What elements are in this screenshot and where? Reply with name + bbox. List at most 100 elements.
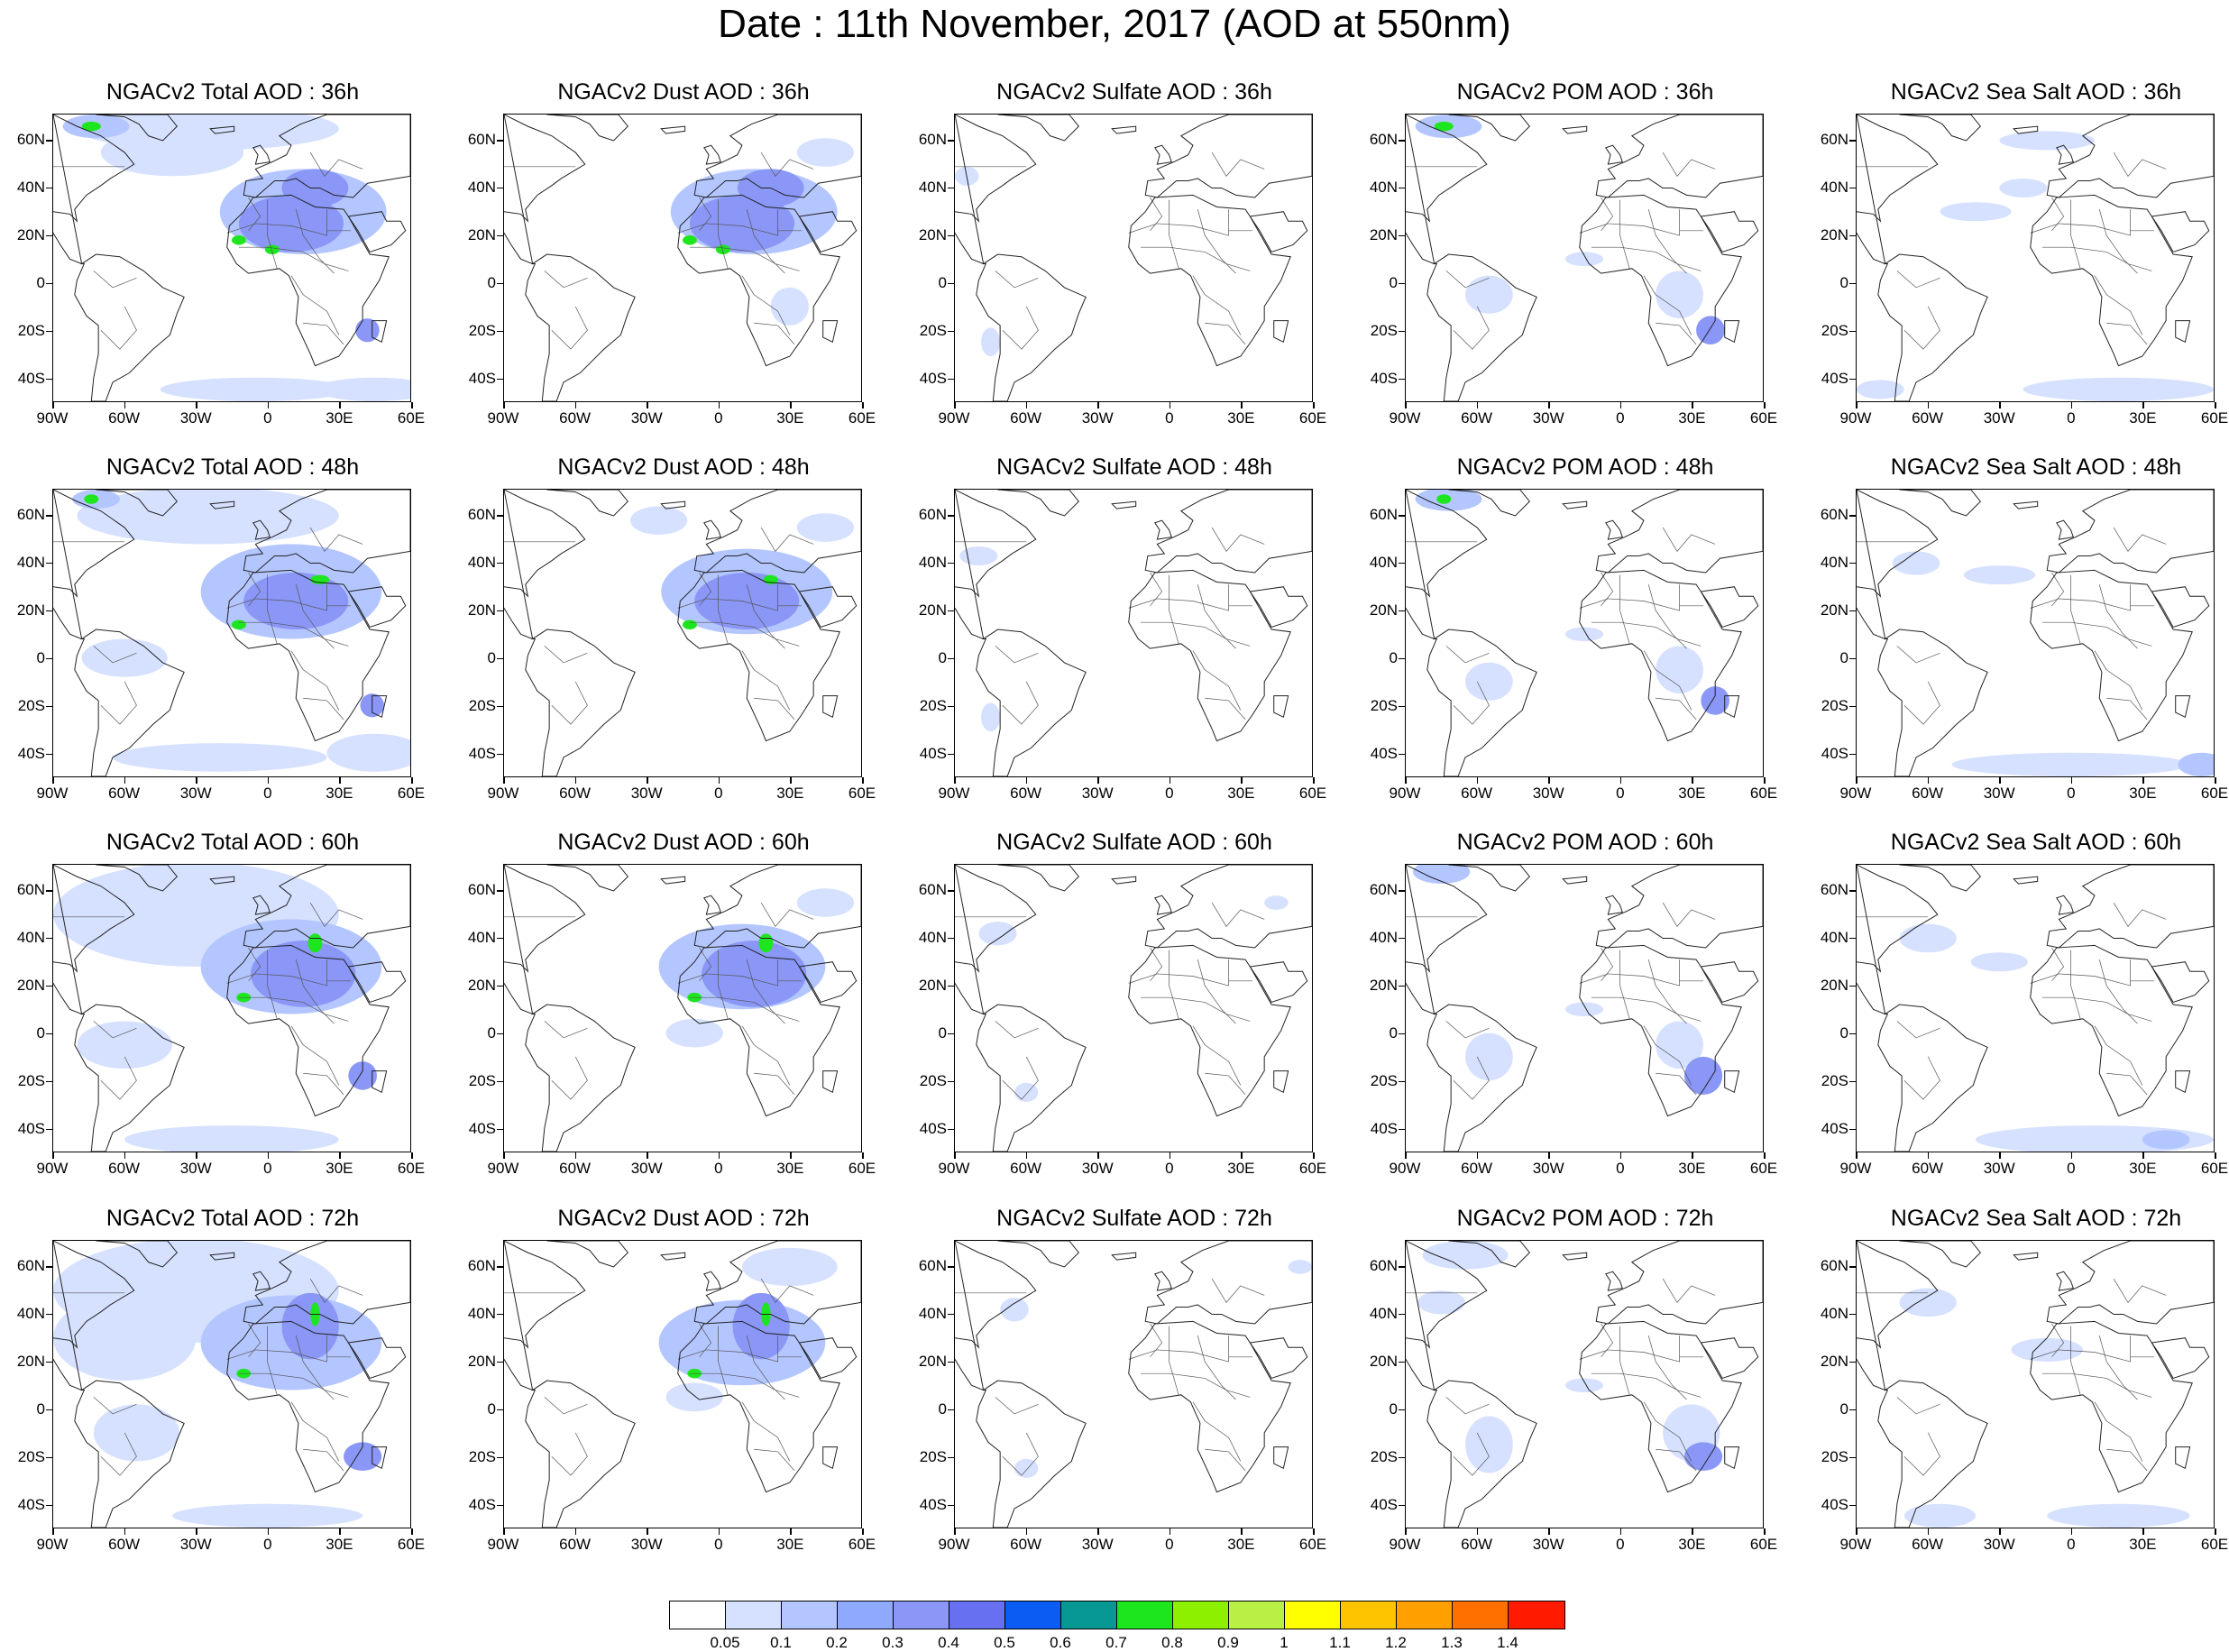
map-frame [1856,489,2215,777]
coastline [525,629,636,776]
lat-tick [497,562,503,564]
lon-tick-label: 0 [1616,1536,1625,1553]
lat-tick-label: 40N [467,928,496,946]
aerosol-patch [2047,1503,2190,1528]
lat-tick [46,1456,52,1459]
lon-tick [503,1152,505,1159]
coastline [1154,895,1172,915]
lon-tick [1548,402,1550,408]
aerosol-patch [741,1247,838,1286]
coastline [1128,944,1291,1117]
lat-tick [1849,1080,1856,1083]
lon-tick [1169,1528,1171,1535]
coastline [372,1446,388,1470]
lon-tick-label: 90W [938,409,970,427]
lon-tick [1313,777,1315,784]
lat-tick-label: 20S [1370,1071,1398,1089]
lat-tick-label: 40S [1821,1495,1848,1513]
country-border [1453,1056,1490,1100]
coastline [504,490,586,640]
aerosol-patch [978,922,1017,946]
coastline [1857,1241,1939,1391]
coastline [955,865,1037,1015]
lat-tick-label: 0 [938,273,947,291]
lon-tick [2070,402,2073,408]
lat-tick-label: 20N [1369,1352,1398,1370]
lat-tick-label: 40S [468,744,496,762]
country-border [1197,209,1236,274]
country-border [699,947,712,982]
coastline [209,125,235,134]
lat-tick-label: 20N [16,1352,45,1370]
aerosol-patch [1465,1032,1513,1081]
coastline [976,629,1087,776]
country-border [295,584,335,649]
lat-tick-label: 0 [1839,273,1848,291]
lon-tick-label: 90W [1839,1160,1872,1177]
lat-tick [46,1409,52,1411]
lat-tick [1849,753,1856,756]
lat-tick [948,1504,954,1507]
lat-tick [497,282,503,285]
lat-tick [46,378,52,381]
lon-tick-label: 30W [1983,1536,2015,1553]
lon-tick-label: 60W [108,1160,141,1177]
coastline [955,1241,1037,1391]
coastline [2056,1271,2074,1291]
lat-tick-label: 40S [1821,744,1848,762]
aerosol-patch [1683,1442,1723,1471]
aerosol-patch [1436,494,1452,504]
lon-tick-label: 0 [2067,1160,2076,1177]
country-border [1169,199,1179,269]
coastline [252,519,271,540]
country-border [303,1448,344,1472]
aerosol-patch [81,121,101,132]
lat-tick-label: 20N [918,601,947,619]
country-border [1903,306,1940,350]
lat-tick-label: 40S [468,1119,496,1137]
panel-title: NGACv2 Sulfate AOD : 72h [996,1206,1272,1231]
colorbar-label: 0.5 [994,1634,1015,1651]
lon-tick-label: 30W [1983,1160,2015,1177]
coastline [1857,115,1939,265]
lon-tick [1025,1152,1028,1159]
lat-tick-label: 40S [17,1495,45,1513]
colorbar-swatch [726,1602,782,1629]
country-border [1579,209,1680,236]
country-border [2030,1335,2131,1363]
country-border [93,1021,137,1039]
lat-tick [948,187,954,189]
lon-tick [1999,777,2001,784]
lon-tick [862,402,864,408]
country-border [1453,681,1490,725]
coastline [1595,490,1763,574]
figure-title: Date : 11th November, 2017 (AOD at 550nm… [718,2,1511,46]
lon-tick [339,402,341,408]
lat-tick [948,234,954,237]
lat-tick [497,1080,503,1083]
lon-tick-label: 90W [938,785,970,802]
map-panel-dust-48h: NGACv2 Dust AOD : 48h 60N 40N 20N 0 20S 40S 90W… [451,454,902,830]
lon-tick [647,1528,648,1535]
lon-tick-label: 30W [630,1536,663,1553]
country-border [1647,584,1687,649]
panel-title: NGACv2 Sea Salt AOD : 48h [1890,454,2182,480]
lat-tick [497,937,503,940]
lon-tick [1476,402,1479,408]
coastline [1899,490,1981,517]
lon-tick-label: 30W [1081,785,1114,802]
lon-tick [503,402,505,408]
lat-tick [1849,1361,1856,1363]
lon-tick [1856,1152,1858,1159]
map-panel-sulfate-72h: NGACv2 Sulfate AOD : 72h 60N 40N 20N 0 20S 40S… [902,1206,1353,1581]
lat-tick-label: 20S [17,1447,45,1465]
aerosol-patch [124,1125,339,1152]
lon-tick [267,1528,270,1535]
lon-tick-label: 30E [326,409,353,427]
lon-tick [2215,402,2216,408]
lon-tick-label: 60E [848,785,876,802]
map-frame [1405,114,1764,402]
lon-tick-label: 90W [938,1536,970,1553]
lon-tick [1405,1152,1407,1159]
coastline [1273,320,1289,344]
